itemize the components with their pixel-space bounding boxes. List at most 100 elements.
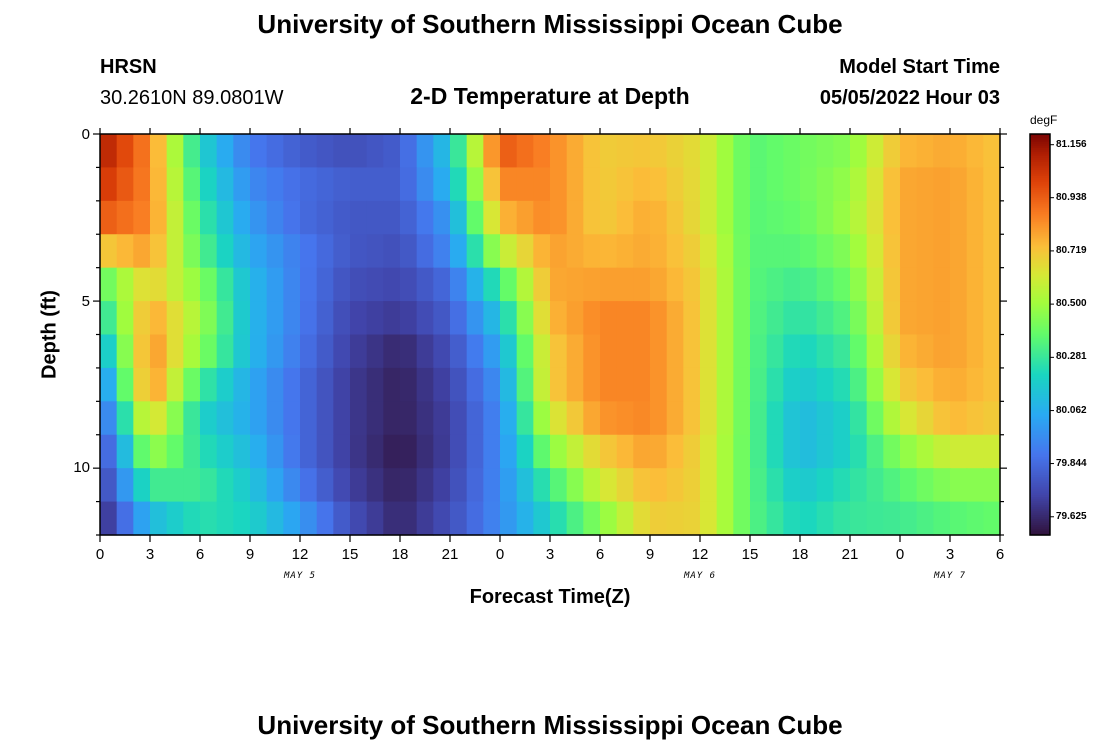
x-tick-label: 9 bbox=[645, 546, 655, 563]
colorbar-segment bbox=[1030, 498, 1050, 502]
colorbar-segment bbox=[1030, 206, 1050, 209]
heatmap-cell bbox=[366, 234, 384, 269]
heatmap-cell bbox=[233, 267, 251, 302]
colorbar-segment bbox=[1030, 318, 1050, 322]
colorbar-segment bbox=[1030, 150, 1050, 153]
heatmap-cell bbox=[383, 234, 401, 269]
heatmap-cell bbox=[883, 134, 901, 169]
heatmap-cell bbox=[900, 468, 918, 503]
heatmap-cell bbox=[300, 134, 318, 169]
heatmap-cell bbox=[766, 234, 784, 269]
heatmap-cell bbox=[716, 234, 734, 269]
heatmap-cell bbox=[283, 468, 301, 503]
heatmap-cell bbox=[500, 234, 518, 269]
heatmap-cell bbox=[700, 167, 718, 202]
heatmap-cell bbox=[483, 167, 501, 202]
heatmap-cell bbox=[933, 334, 951, 369]
heatmap-cell bbox=[900, 200, 918, 235]
heatmap-cell bbox=[150, 134, 168, 169]
heatmap-cell bbox=[233, 434, 251, 469]
heatmap-cell bbox=[366, 200, 384, 235]
heatmap-cell bbox=[800, 167, 818, 202]
colorbar-segment bbox=[1030, 450, 1050, 454]
heatmap-cell bbox=[300, 301, 318, 336]
heatmap-cell bbox=[533, 334, 551, 369]
colorbar-segment bbox=[1030, 218, 1050, 221]
heatmap-cell bbox=[966, 167, 984, 202]
heatmap-cell bbox=[183, 434, 201, 469]
heatmap-cell bbox=[350, 468, 368, 503]
heatmap-cell bbox=[833, 501, 851, 536]
heatmap-cell bbox=[583, 200, 601, 235]
heatmap-cell bbox=[950, 468, 968, 503]
heatmap-cell bbox=[833, 234, 851, 269]
heatmap-cell bbox=[666, 367, 684, 402]
heatmap-cell bbox=[900, 434, 918, 469]
colorbar-segment bbox=[1030, 160, 1050, 163]
heatmap-cell bbox=[733, 234, 751, 269]
heatmap-cell bbox=[700, 434, 718, 469]
colorbar-segment bbox=[1030, 230, 1050, 233]
heatmap-cell bbox=[716, 134, 734, 169]
heatmap-cell bbox=[666, 167, 684, 202]
heatmap-cell bbox=[283, 367, 301, 402]
heatmap-cell bbox=[333, 234, 351, 269]
heatmap-cell bbox=[633, 401, 651, 436]
heatmap-cell bbox=[166, 167, 184, 202]
heatmap-cell bbox=[516, 200, 534, 235]
heatmap-cell bbox=[700, 401, 718, 436]
heatmap-cell bbox=[200, 501, 218, 536]
heatmap-cell bbox=[900, 267, 918, 302]
colorbar-segment bbox=[1030, 244, 1050, 247]
heatmap-cell bbox=[333, 134, 351, 169]
colorbar-segment bbox=[1030, 434, 1050, 438]
colorbar-segment bbox=[1030, 172, 1050, 175]
heatmap-cell bbox=[916, 167, 934, 202]
heatmap-cell bbox=[833, 401, 851, 436]
colorbar-segment bbox=[1030, 208, 1050, 211]
heatmap-cell bbox=[800, 501, 818, 536]
colorbar-segment bbox=[1030, 414, 1050, 418]
heatmap-cell bbox=[583, 367, 601, 402]
heatmap-cell bbox=[450, 468, 468, 503]
heatmap-cell bbox=[400, 434, 418, 469]
heatmap-cell bbox=[900, 401, 918, 436]
colorbar-segment bbox=[1030, 372, 1050, 376]
heatmap-cell bbox=[266, 367, 284, 402]
heatmap-cell bbox=[700, 367, 718, 402]
colorbar-segment bbox=[1030, 346, 1050, 350]
heatmap-cell bbox=[800, 334, 818, 369]
colorbar-segment bbox=[1030, 466, 1050, 470]
heatmap-cell bbox=[616, 200, 634, 235]
plot-title: 2-D Temperature at Depth bbox=[410, 83, 690, 109]
colorbar-segment bbox=[1030, 308, 1050, 312]
heatmap-cell bbox=[433, 367, 451, 402]
heatmap-cell bbox=[766, 267, 784, 302]
heatmap-cell bbox=[950, 334, 968, 369]
colorbar-segment bbox=[1030, 164, 1050, 167]
heatmap-cell bbox=[416, 200, 434, 235]
colorbar-segment bbox=[1030, 426, 1050, 430]
colorbar-segment bbox=[1030, 140, 1050, 143]
heatmap-cell bbox=[483, 468, 501, 503]
heatmap-cell bbox=[816, 401, 834, 436]
colorbar-segment bbox=[1030, 290, 1050, 293]
heatmap-cell bbox=[200, 200, 218, 235]
x-tick-label: 6 bbox=[995, 546, 1005, 563]
colorbar-segment bbox=[1030, 442, 1050, 446]
heatmap-cell bbox=[516, 468, 534, 503]
heatmap-cell bbox=[366, 267, 384, 302]
heatmap-cell bbox=[683, 367, 701, 402]
x-tick-label: 9 bbox=[245, 546, 255, 563]
heatmap-cell bbox=[400, 367, 418, 402]
colorbar-segment bbox=[1030, 428, 1050, 432]
heatmap-cell bbox=[316, 301, 334, 336]
heatmap-cell bbox=[566, 200, 584, 235]
x-tick-label: 18 bbox=[391, 546, 409, 563]
heatmap-cell bbox=[300, 401, 318, 436]
colorbar-segment bbox=[1030, 134, 1050, 137]
heatmap-cell bbox=[566, 334, 584, 369]
heatmap-cell bbox=[300, 501, 318, 536]
heatmap-cell bbox=[816, 200, 834, 235]
heatmap-cell bbox=[133, 334, 151, 369]
